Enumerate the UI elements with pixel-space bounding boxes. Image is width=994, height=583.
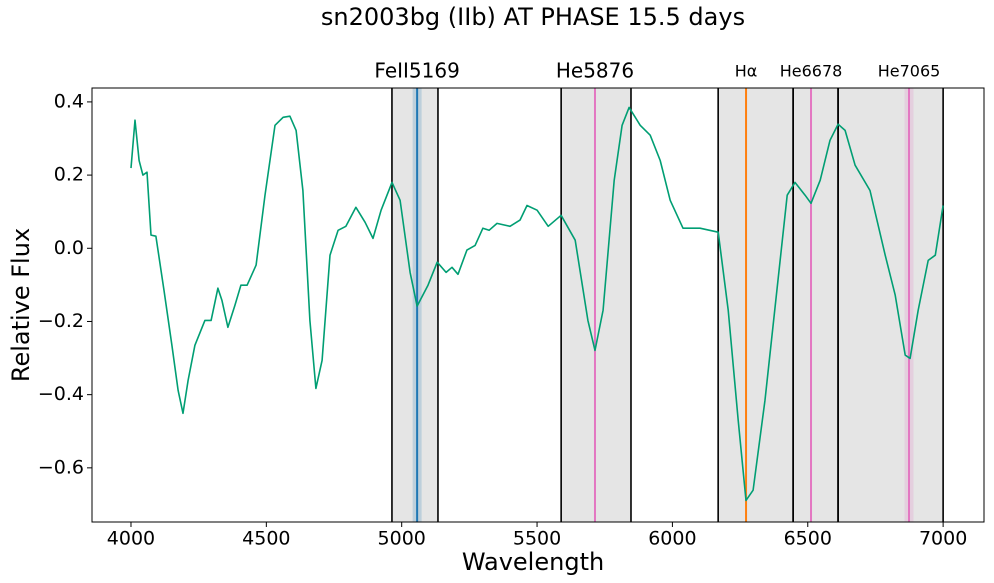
shaded-region xyxy=(793,88,839,522)
y-tick-label: 0.4 xyxy=(54,90,84,112)
line-label: FeII5169 xyxy=(374,59,459,83)
shaded-region xyxy=(391,88,438,522)
y-axis-label: Relative Flux xyxy=(7,228,35,382)
x-tick-label: 5000 xyxy=(378,528,426,550)
y-tick-label: −0.4 xyxy=(38,383,84,405)
y-tick-label: −0.2 xyxy=(38,310,84,332)
shaded-region xyxy=(561,88,631,522)
shaded-region xyxy=(718,88,794,522)
x-tick-label: 7000 xyxy=(919,528,967,550)
y-tick-label: 0.0 xyxy=(54,237,84,259)
line-label: He5876 xyxy=(556,59,634,83)
line-label: He7065 xyxy=(878,62,941,81)
x-axis-label: Wavelength xyxy=(462,548,604,576)
y-tick-label: −0.6 xyxy=(38,456,84,478)
x-tick-label: 6500 xyxy=(784,528,832,550)
x-tick-label: 4500 xyxy=(242,528,290,550)
x-tick-label: 6000 xyxy=(648,528,696,550)
spectrum-line xyxy=(130,106,944,502)
line-label: He6678 xyxy=(780,62,843,81)
line-label: Hα xyxy=(735,62,758,81)
x-tick-label: 4000 xyxy=(107,528,155,550)
y-tick-label: 0.2 xyxy=(54,164,84,186)
plot-frame xyxy=(91,87,985,523)
shaded-region xyxy=(838,88,944,522)
chart-title: sn2003bg (IIb) AT PHASE 15.5 days xyxy=(321,3,745,31)
x-tick-label: 5500 xyxy=(513,528,561,550)
